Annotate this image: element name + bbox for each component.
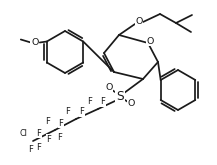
Text: F: F	[100, 98, 105, 106]
Text: O: O	[31, 38, 38, 47]
Text: F: F	[36, 129, 41, 137]
Text: O: O	[105, 82, 113, 92]
Text: F: F	[46, 117, 50, 127]
Text: O: O	[135, 17, 143, 27]
Text: O: O	[146, 36, 154, 46]
Text: S: S	[116, 89, 124, 102]
Text: O: O	[127, 99, 135, 109]
Text: F: F	[80, 108, 84, 116]
Text: F: F	[58, 133, 62, 143]
Text: Cl: Cl	[19, 129, 27, 137]
Text: F: F	[47, 134, 51, 144]
Text: F: F	[66, 106, 71, 115]
Text: F: F	[88, 97, 92, 105]
Text: F: F	[29, 146, 33, 154]
Text: F: F	[36, 144, 41, 152]
Text: F: F	[59, 118, 63, 128]
